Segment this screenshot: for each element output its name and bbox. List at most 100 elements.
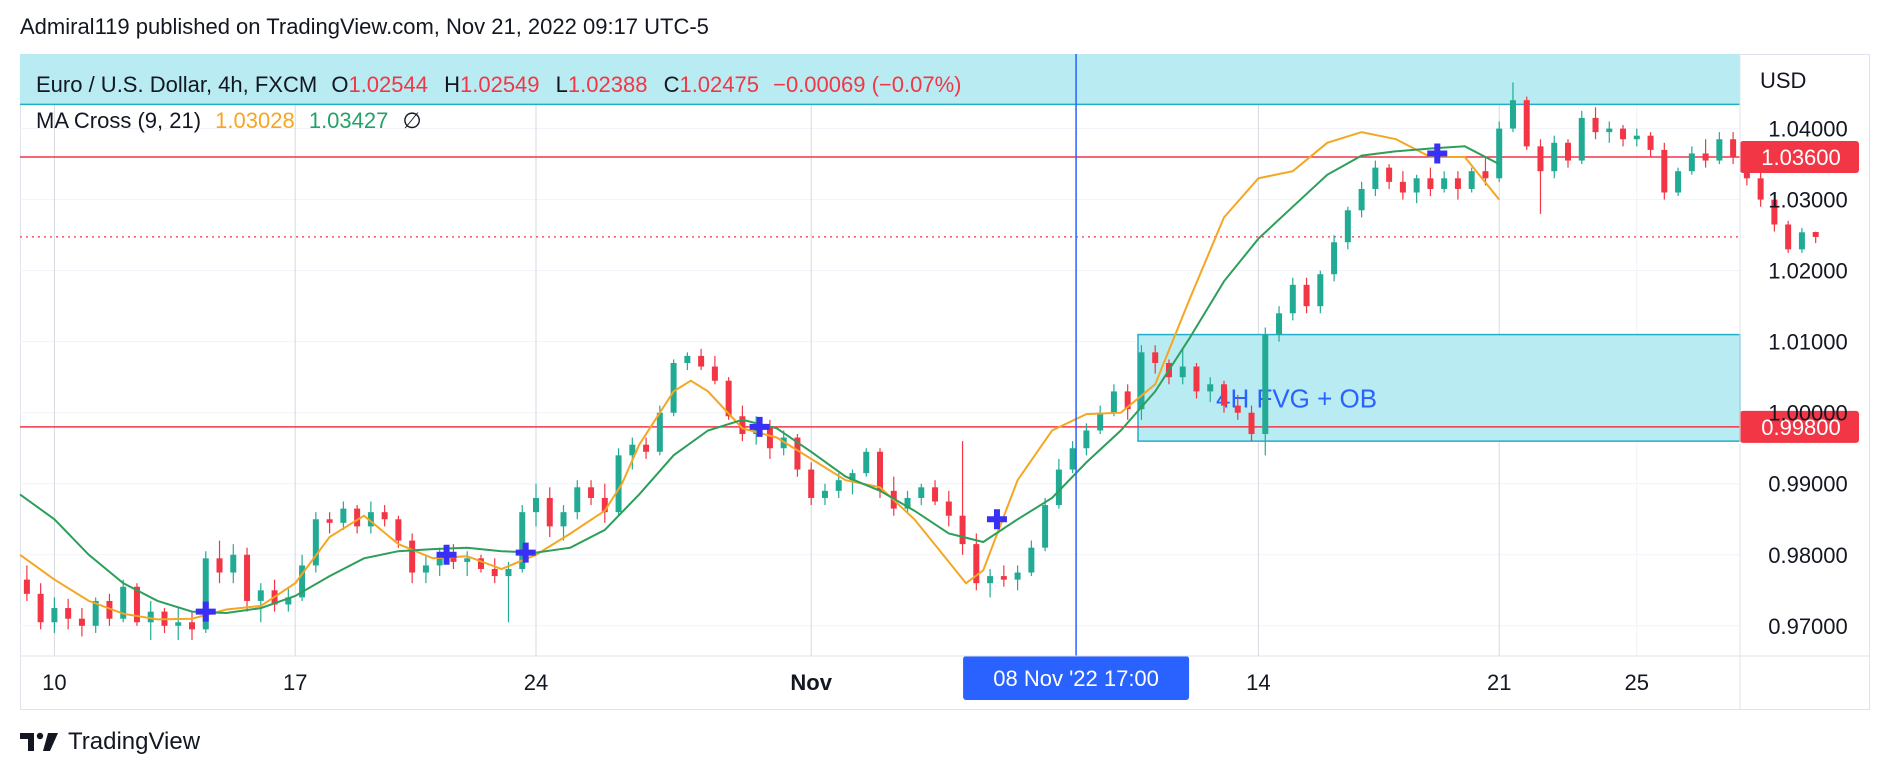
symbol-label[interactable]: Euro / U.S. Dollar, 4h, FXCM bbox=[36, 72, 318, 97]
candle-body bbox=[1730, 139, 1737, 157]
candle-body bbox=[1207, 384, 1214, 392]
candle-body bbox=[519, 512, 526, 569]
candle-body bbox=[1785, 224, 1792, 250]
candle-body bbox=[753, 426, 760, 435]
candle-body bbox=[932, 487, 939, 502]
y-tick-label: 0.98000 bbox=[1768, 543, 1848, 568]
candle-body bbox=[1358, 188, 1365, 211]
ma-fast-value: 1.03028 bbox=[215, 108, 295, 133]
candle-body bbox=[1083, 430, 1090, 449]
x-tick-label: 10 bbox=[42, 670, 66, 695]
hide-icon[interactable]: ∅ bbox=[402, 108, 422, 133]
y-tick-label: 0.99000 bbox=[1768, 472, 1848, 497]
candle-body bbox=[65, 608, 72, 619]
candle-body bbox=[794, 437, 801, 470]
high-label: H bbox=[444, 72, 460, 97]
candle-body bbox=[1234, 405, 1241, 413]
candle-body bbox=[1055, 469, 1062, 506]
top-highlight-band bbox=[20, 54, 1740, 106]
candle-body bbox=[78, 618, 85, 626]
price-levels: 1.03600 0.99800 bbox=[20, 140, 1859, 443]
candle-body bbox=[1138, 352, 1145, 410]
candle-body bbox=[643, 444, 650, 452]
candle-body bbox=[1028, 547, 1035, 573]
candle-body bbox=[1468, 171, 1475, 189]
open-label: O bbox=[331, 72, 349, 97]
candle-body bbox=[1248, 412, 1255, 435]
ma-slow-value: 1.03427 bbox=[308, 108, 389, 133]
candle-body bbox=[1688, 153, 1695, 172]
level-tag bbox=[1740, 140, 1859, 173]
candle-body bbox=[299, 565, 306, 598]
y-tick-label: 1.02000 bbox=[1768, 259, 1848, 284]
candle-body bbox=[533, 497, 539, 513]
candle-body bbox=[684, 355, 691, 363]
candle-body bbox=[629, 444, 636, 456]
tradingview-logo[interactable]: TradingView bbox=[20, 728, 200, 756]
candle-body bbox=[1331, 242, 1338, 275]
candle-body bbox=[285, 597, 292, 605]
candle-body bbox=[1317, 274, 1324, 307]
close-label: C bbox=[663, 72, 680, 97]
candle-body bbox=[477, 558, 484, 569]
candle-body bbox=[1289, 284, 1296, 314]
fvg-ob-zone: 4H FVG + OB bbox=[1137, 333, 1741, 442]
low-label: L bbox=[555, 72, 568, 97]
candle-body bbox=[973, 544, 980, 584]
candle-body bbox=[1661, 149, 1668, 193]
candle-body bbox=[491, 568, 498, 577]
candle-body bbox=[1771, 199, 1778, 225]
ma-cross-label[interactable]: MA Cross (9, 21) bbox=[36, 108, 202, 133]
candle-body bbox=[1441, 178, 1448, 189]
candle-body bbox=[92, 600, 99, 626]
candle-body bbox=[409, 540, 416, 573]
ma-fast-line bbox=[19, 131, 1500, 621]
candle-body bbox=[1702, 153, 1709, 161]
candle-body bbox=[698, 355, 705, 367]
candle-body bbox=[395, 519, 402, 541]
candle-body bbox=[601, 497, 608, 513]
candle-body bbox=[1372, 167, 1379, 189]
candle-body bbox=[1482, 171, 1489, 179]
close-value: 1.02475 bbox=[679, 72, 759, 97]
ma-cross-markers bbox=[195, 143, 1448, 622]
candle-body bbox=[546, 497, 553, 527]
change-value: −0.00069 (−0.07%) bbox=[773, 72, 962, 97]
candle-body bbox=[51, 608, 58, 623]
candle-body bbox=[1303, 284, 1310, 307]
candle-body bbox=[1124, 391, 1131, 410]
candle-body bbox=[1537, 146, 1544, 172]
candle-body bbox=[1399, 181, 1406, 193]
candle-body bbox=[23, 579, 30, 594]
candle-body bbox=[959, 515, 966, 545]
candle-body bbox=[1523, 100, 1530, 147]
crosshair-time-label: 08 Nov '22 17:00 bbox=[993, 666, 1159, 691]
candle-body bbox=[1427, 178, 1434, 189]
candle-body bbox=[1097, 412, 1104, 431]
currency-label: USD bbox=[1760, 68, 1806, 93]
candle-body bbox=[354, 508, 361, 527]
candle-body bbox=[1496, 128, 1503, 179]
candle-body bbox=[1386, 167, 1393, 182]
candle-body bbox=[1620, 128, 1627, 140]
ma-cross-marker bbox=[1427, 143, 1448, 164]
candle-body bbox=[588, 487, 595, 498]
candle-body bbox=[1798, 232, 1805, 250]
level-tag-label: 1.03600 bbox=[1761, 145, 1841, 170]
candle-body bbox=[1454, 178, 1461, 189]
candle-body bbox=[230, 554, 237, 573]
ma-cross-marker bbox=[749, 416, 770, 437]
candle-body bbox=[257, 590, 264, 601]
candle-body bbox=[1221, 384, 1227, 406]
candle-body bbox=[918, 487, 925, 498]
candle-body bbox=[106, 600, 113, 619]
zone-label: 4H FVG + OB bbox=[1216, 384, 1377, 414]
candle-body bbox=[821, 490, 828, 498]
candle-body bbox=[244, 554, 251, 601]
candle-body bbox=[464, 558, 471, 562]
candle-body bbox=[835, 480, 842, 491]
candle-body bbox=[560, 512, 567, 527]
open-value: 1.02544 bbox=[348, 72, 428, 97]
candle-body bbox=[422, 565, 429, 573]
